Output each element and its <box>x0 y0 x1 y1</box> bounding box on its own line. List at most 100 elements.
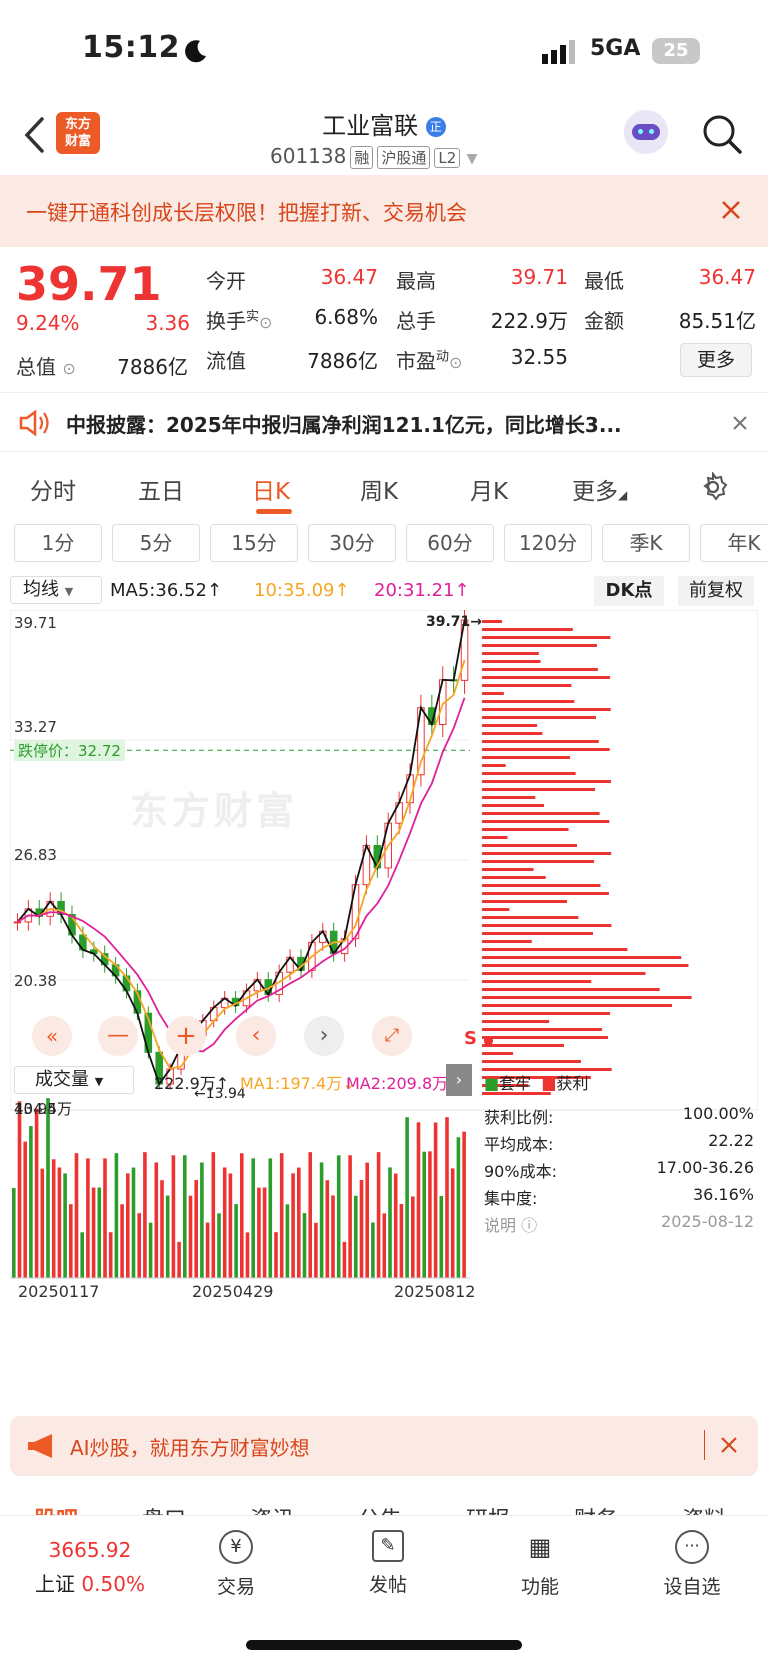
tab-5day[interactable]: 五日 <box>138 479 184 505</box>
max-price-marker: 39.71→ <box>426 614 483 630</box>
prev-button[interactable]: ‹ <box>236 1016 276 1056</box>
chip-bar <box>482 1012 611 1015</box>
nav-trade[interactable]: ¥ 交易 <box>186 1530 286 1599</box>
chip-bar <box>482 780 611 783</box>
close-icon[interactable] <box>732 415 748 431</box>
adjust-button[interactable]: 前复权 <box>678 576 754 606</box>
date-label-2: 20250429 <box>192 1282 274 1301</box>
volume-bar <box>411 1196 415 1278</box>
zoom-out-button[interactable]: — <box>98 1016 138 1056</box>
chip-bar <box>482 644 597 647</box>
tab-finance[interactable]: 财务 <box>574 1502 618 1516</box>
nav-watchlist[interactable]: ··· 设自选 <box>642 1530 742 1599</box>
y-label-4: 20.38 <box>14 972 57 990</box>
fullscreen-icon[interactable]: ⤢ <box>372 1016 412 1056</box>
volume-bar <box>69 1204 73 1278</box>
volume-select[interactable]: 成交量 ▼ <box>14 1066 134 1094</box>
chip-bar <box>482 716 597 719</box>
volume-bar <box>143 1152 147 1278</box>
kline-chart[interactable]: 39.71 33.27 26.83 20.38 13.94 跌停价：32.72 … <box>9 605 759 1460</box>
volume-bar <box>240 1153 244 1278</box>
moon-icon <box>185 40 206 63</box>
volume-bar <box>376 1152 381 1278</box>
volume-bar <box>354 1195 358 1278</box>
stock-code: 601138 融沪股通 L2 ▼ <box>270 144 478 169</box>
more-button[interactable]: 更多 <box>680 343 752 377</box>
volume-bar <box>251 1158 255 1278</box>
chip-bar <box>482 844 578 847</box>
chip-bar <box>482 876 546 879</box>
index-widget[interactable]: 3665.92 上证 0.50% <box>20 1538 160 1597</box>
chip-bar <box>482 796 536 799</box>
volume-bar <box>297 1167 301 1278</box>
nav-functions[interactable]: ▦ 功能 <box>490 1530 590 1599</box>
volume-bar <box>86 1158 90 1278</box>
search-icon[interactable] <box>700 112 744 156</box>
period-quarter[interactable]: 季K <box>602 524 690 562</box>
indicator-select[interactable]: 均线 ▼ <box>10 576 102 604</box>
signal-s-marker: S ● <box>464 1028 494 1049</box>
chip-bar <box>482 980 592 983</box>
volume-max-label: 404.5万 <box>14 1100 72 1118</box>
zoom-in-button[interactable]: + <box>166 1016 206 1056</box>
chip-bar <box>482 684 572 687</box>
tab-daily-k[interactable]: 日K <box>252 479 291 505</box>
volume-bar <box>194 1180 198 1278</box>
period-year[interactable]: 年K <box>700 524 768 562</box>
chip-bar <box>482 812 600 815</box>
notice-bar[interactable]: 中报披露：2025年中报归属净利润121.1亿元，同比增长3... <box>0 392 768 452</box>
tab-announcements[interactable]: 公告 <box>358 1502 402 1516</box>
tab-weekly-k[interactable]: 周K <box>360 479 399 505</box>
tab-news[interactable]: 资讯 <box>250 1502 294 1516</box>
volume-value: 222.9万 <box>490 309 568 333</box>
scroll-left-button[interactable]: « <box>32 1016 72 1056</box>
volume-bar <box>120 1204 124 1278</box>
ai-banner-text: AI炒股，就用东方财富妙想 <box>70 1436 310 1460</box>
grid-icon: ▦ <box>528 1533 552 1561</box>
volume-bar <box>57 1167 62 1278</box>
period-120m[interactable]: 120分 <box>504 524 592 562</box>
chip-bar <box>482 764 506 767</box>
tab-forum[interactable]: 股吧 <box>34 1502 78 1516</box>
nav-post[interactable]: ✎ 发帖 <box>338 1530 438 1597</box>
tab-research[interactable]: 研报 <box>466 1502 510 1516</box>
period-15m[interactable]: 15分 <box>210 524 298 562</box>
volume-bar <box>308 1152 312 1278</box>
tab-profile[interactable]: 资料 <box>682 1502 726 1516</box>
tab-more[interactable]: 更多◢ <box>572 479 628 505</box>
volume-bar <box>331 1195 335 1278</box>
tab-orderbook[interactable]: 盘口 <box>142 1502 186 1516</box>
next-button[interactable]: › <box>304 1016 344 1056</box>
amount-label: 金额 <box>584 309 624 333</box>
volume-bar <box>188 1195 193 1278</box>
close-icon[interactable] <box>720 1436 738 1454</box>
settings-icon[interactable] <box>698 472 728 502</box>
chip-bar <box>482 788 596 791</box>
mcap-value: 7886亿 <box>117 355 188 379</box>
chip-bar <box>482 964 689 967</box>
tab-intraday[interactable]: 分时 <box>30 479 76 505</box>
min-price-marker: ←13.94 <box>194 1086 246 1102</box>
chip-bar <box>482 1084 529 1087</box>
stock-title: 工业富联 正 <box>0 106 768 141</box>
robot-assistant-icon[interactable] <box>624 110 668 154</box>
chip-bar <box>482 1068 612 1071</box>
volume-bar <box>217 1213 221 1278</box>
back-icon[interactable] <box>22 116 48 154</box>
ai-banner[interactable]: AI炒股，就用东方财富妙想 <box>10 1416 758 1476</box>
volume-bar <box>160 1180 164 1278</box>
promo-banner[interactable]: 一键开通科创成长层权限！把握打新、交易机会 <box>0 175 768 247</box>
open-value: 36.47 <box>320 265 378 289</box>
close-icon[interactable] <box>720 199 742 221</box>
expand-arrow-icon[interactable]: › <box>446 1064 472 1096</box>
chip-bar <box>482 636 611 639</box>
period-30m[interactable]: 30分 <box>308 524 396 562</box>
chip-bar <box>482 900 568 903</box>
period-1m[interactable]: 1分 <box>14 524 102 562</box>
chip-bar <box>482 940 532 943</box>
period-5m[interactable]: 5分 <box>112 524 200 562</box>
dk-button[interactable]: DK点 <box>594 576 664 606</box>
tab-monthly-k[interactable]: 月K <box>470 479 509 505</box>
period-60m[interactable]: 60分 <box>406 524 494 562</box>
volume-bar <box>262 1187 267 1278</box>
